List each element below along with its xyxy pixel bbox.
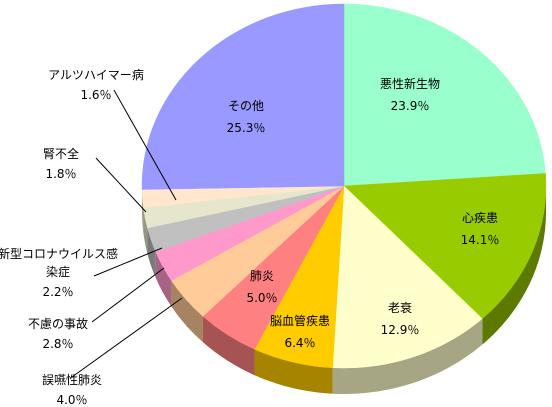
slice-label-name-7: 新型コロナウイルス感	[0, 246, 118, 261]
slice-side-9	[142, 189, 144, 234]
leader-line-9	[113, 89, 177, 201]
slice-side-2	[332, 318, 483, 394]
leader-lines	[71, 89, 183, 378]
leader-line-6	[91, 267, 165, 323]
slice-label-name-7-line2: 染症	[46, 264, 70, 279]
slice-side-3	[254, 349, 333, 394]
slice-side-7	[147, 227, 156, 278]
slice-side-8	[143, 207, 148, 254]
slice-side-4	[202, 316, 255, 376]
slice-side-6	[155, 251, 172, 307]
slice-label-value-10: 25.3％	[227, 121, 266, 135]
pie-depth-layer	[142, 186, 546, 394]
slice-label-value-0: 23.9％	[391, 99, 430, 113]
leader-line-7	[93, 247, 163, 277]
slice-label-name-9: アルツハイマー病	[48, 67, 144, 82]
slice-label-name-0: 悪性新生物	[380, 76, 440, 91]
leader-line-5	[71, 297, 183, 378]
pie-top-layer	[141, 3, 547, 369]
slice-side-1	[482, 186, 546, 345]
slice-label-value-7: 2.2％	[42, 285, 73, 299]
slice-label-name-2: 老衰	[388, 300, 412, 315]
slice-label-name-3: 脳血管疾患	[270, 313, 330, 328]
slice-label-value-4: 5.0％	[246, 291, 277, 305]
slice-side-5	[171, 280, 203, 343]
slice-label-name-10: その他	[228, 99, 264, 113]
slice-label-value-2: 12.9％	[381, 323, 420, 337]
slice-1	[343, 173, 547, 320]
slice-label-value-1: 14.1％	[461, 233, 500, 247]
slice-label-name-1: 心疾患	[462, 210, 498, 225]
slice-label-value-5: 4.0％	[56, 393, 87, 407]
slice-label-value-3: 6.4％	[284, 336, 315, 350]
slice-label-name-6: 不慮の事故	[28, 316, 88, 331]
slice-2	[332, 185, 483, 369]
slice-label-name-4: 肺炎	[250, 269, 274, 283]
slice-0	[343, 3, 546, 187]
slice-label-value-6: 2.8％	[42, 337, 73, 351]
slice-label-name-5: 誤嚥性肺炎	[42, 372, 102, 387]
slice-label-name-8: 腎不全	[43, 146, 79, 161]
leader-line-8	[95, 157, 147, 213]
slice-label-value-9: 1.6％	[80, 88, 111, 102]
slice-10	[141, 3, 345, 190]
slice-label-value-8: 1.8％	[45, 167, 76, 181]
slice-labels: 悪性新生物 23.9％ 心疾患 14.1％ 老衰 12.9％ 脳血管疾患 6.4％ 肺炎 5.0％…	[0, 67, 499, 407]
